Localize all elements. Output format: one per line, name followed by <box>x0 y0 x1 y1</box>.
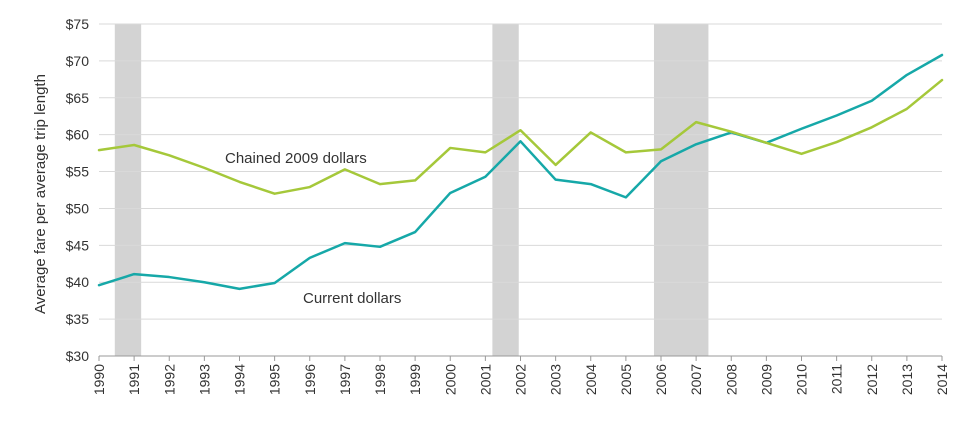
y-tick-label: $45 <box>66 237 90 253</box>
x-tick-label: 2010 <box>794 364 810 395</box>
x-tick-label: 1999 <box>407 364 423 395</box>
x-tick-label: 2014 <box>934 364 950 395</box>
series-label-current: Current dollars <box>303 290 401 307</box>
x-tick-label: 2003 <box>548 364 564 395</box>
x-tick-label: 1992 <box>161 364 177 395</box>
x-tick-label: 2013 <box>899 364 915 395</box>
x-tick-label: 2000 <box>442 364 458 395</box>
recession-band <box>653 24 709 356</box>
x-tick-label: 1995 <box>267 364 283 395</box>
x-tick-label: 2011 <box>829 364 845 394</box>
y-axis-ticks: $30 $35 $40 $45 $50 $55 $60 $65 $70 $75 <box>66 16 90 364</box>
x-tick-label: 1993 <box>196 364 212 395</box>
x-tick-label: 2001 <box>477 364 493 395</box>
y-tick-label: $40 <box>66 274 90 290</box>
x-tick-label: 2005 <box>618 364 634 395</box>
x-tick-label: 2009 <box>758 364 774 395</box>
y-tick-label: $50 <box>66 200 90 216</box>
x-tick-label: 2007 <box>688 364 704 395</box>
x-tick-label: 1991 <box>126 364 142 395</box>
x-axis-ticks: 1990 1991 1992 1993 1994 1995 1996 1997 1998 1999… <box>91 356 950 395</box>
y-tick-label: $35 <box>66 311 90 327</box>
series-line-current-dollars <box>97 53 944 291</box>
x-tick-label: 1994 <box>232 364 248 395</box>
y-tick-label: $75 <box>66 16 90 32</box>
x-tick-label: 2008 <box>723 364 739 395</box>
recession-band <box>492 24 519 356</box>
y-axis-label: Average fare per average trip length <box>32 74 49 314</box>
y-tick-label: $65 <box>66 90 90 106</box>
series-line-chained-2009-dollars <box>97 78 944 195</box>
series-lines <box>97 53 944 291</box>
series-label-chained: Chained 2009 dollars <box>225 150 367 167</box>
y-tick-label: $30 <box>66 348 90 364</box>
recession-bands <box>114 24 709 356</box>
recession-band <box>114 24 142 356</box>
x-tick-label: 1996 <box>302 364 318 395</box>
y-tick-label: $70 <box>66 53 90 69</box>
y-tick-label: $60 <box>66 127 90 143</box>
x-tick-label: 2004 <box>583 364 599 395</box>
x-tick-label: 2006 <box>653 364 669 395</box>
x-tick-label: 1998 <box>372 364 388 395</box>
y-tick-label: $55 <box>66 164 90 180</box>
gridlines <box>99 23 942 357</box>
x-tick-label: 2012 <box>864 364 880 395</box>
x-tick-label: 1990 <box>91 364 107 395</box>
x-tick-label: 2002 <box>513 364 529 395</box>
x-tick-label: 1997 <box>337 364 353 395</box>
